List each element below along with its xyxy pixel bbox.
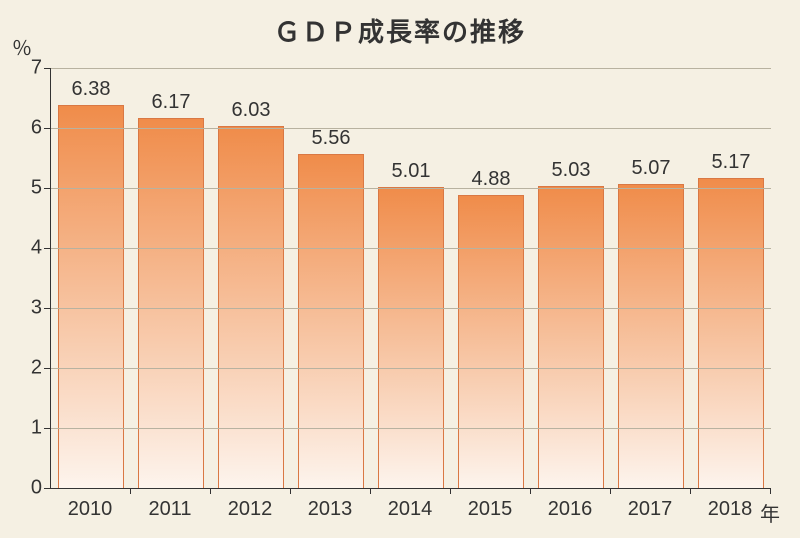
bar-value-label: 6.38 [72, 78, 111, 101]
bar-value-label: 5.03 [552, 159, 591, 182]
y-tick-label: 2 [12, 357, 42, 380]
chart-title: ＧＤＰ成長率の推移 [0, 12, 800, 49]
x-tick-label: 2018 [708, 498, 753, 521]
bar: 6.17 [138, 118, 204, 488]
y-tick-mark [44, 308, 50, 309]
x-tick-mark [690, 488, 691, 494]
y-tick-mark [44, 128, 50, 129]
y-tick-mark [44, 188, 50, 189]
gridline [51, 428, 771, 429]
x-tick-mark [130, 488, 131, 494]
x-tick-mark [370, 488, 371, 494]
gridline [51, 68, 771, 69]
y-tick-label: 0 [12, 477, 42, 500]
gridline [51, 308, 771, 309]
bar-value-label: 5.17 [712, 151, 751, 174]
bars-group: 6.386.176.035.565.014.885.035.075.17 [51, 68, 771, 488]
gridline [51, 368, 771, 369]
y-tick-label: 1 [12, 417, 42, 440]
bar: 5.07 [618, 184, 684, 488]
y-tick-label: 5 [12, 177, 42, 200]
bar-value-label: 5.07 [632, 157, 671, 180]
x-tick-mark [210, 488, 211, 494]
plot-area: 6.386.176.035.565.014.885.035.075.17 [50, 68, 771, 489]
bar-value-label: 6.17 [152, 91, 191, 114]
x-tick-label: 2010 [68, 498, 113, 521]
x-tick-label: 2014 [388, 498, 433, 521]
y-tick-mark [44, 248, 50, 249]
y-tick-mark [44, 488, 50, 489]
gdp-growth-chart: ＧＤＰ成長率の推移 ％ 6.386.176.035.565.014.885.03… [0, 0, 800, 538]
bar: 5.01 [378, 187, 444, 488]
y-tick-mark [44, 68, 50, 69]
x-tick-mark [450, 488, 451, 494]
gridline [51, 128, 771, 129]
y-tick-mark [44, 368, 50, 369]
x-tick-label: 2013 [308, 498, 353, 521]
y-tick-label: 7 [12, 57, 42, 80]
bar: 6.38 [58, 105, 124, 488]
bar-value-label: 5.56 [312, 127, 351, 150]
x-tick-mark [770, 488, 771, 494]
bar: 5.17 [698, 178, 764, 488]
y-tick-label: 6 [12, 117, 42, 140]
y-tick-label: 3 [12, 297, 42, 320]
bar-value-label: 6.03 [232, 99, 271, 122]
x-tick-mark [530, 488, 531, 494]
x-tick-mark [290, 488, 291, 494]
x-tick-mark [610, 488, 611, 494]
x-axis-suffix: 年 [760, 498, 780, 527]
x-tick-label: 2016 [548, 498, 593, 521]
x-tick-label: 2011 [148, 498, 191, 521]
x-tick-label: 2015 [468, 498, 513, 521]
x-tick-label: 2017 [628, 498, 673, 521]
x-tick-label: 2012 [228, 498, 273, 521]
gridline [51, 248, 771, 249]
y-tick-label: 4 [12, 237, 42, 260]
gridline [51, 188, 771, 189]
bar-value-label: 5.01 [392, 160, 431, 183]
y-tick-mark [44, 428, 50, 429]
bar: 5.03 [538, 186, 604, 488]
bar: 4.88 [458, 195, 524, 488]
bar: 5.56 [298, 154, 364, 488]
